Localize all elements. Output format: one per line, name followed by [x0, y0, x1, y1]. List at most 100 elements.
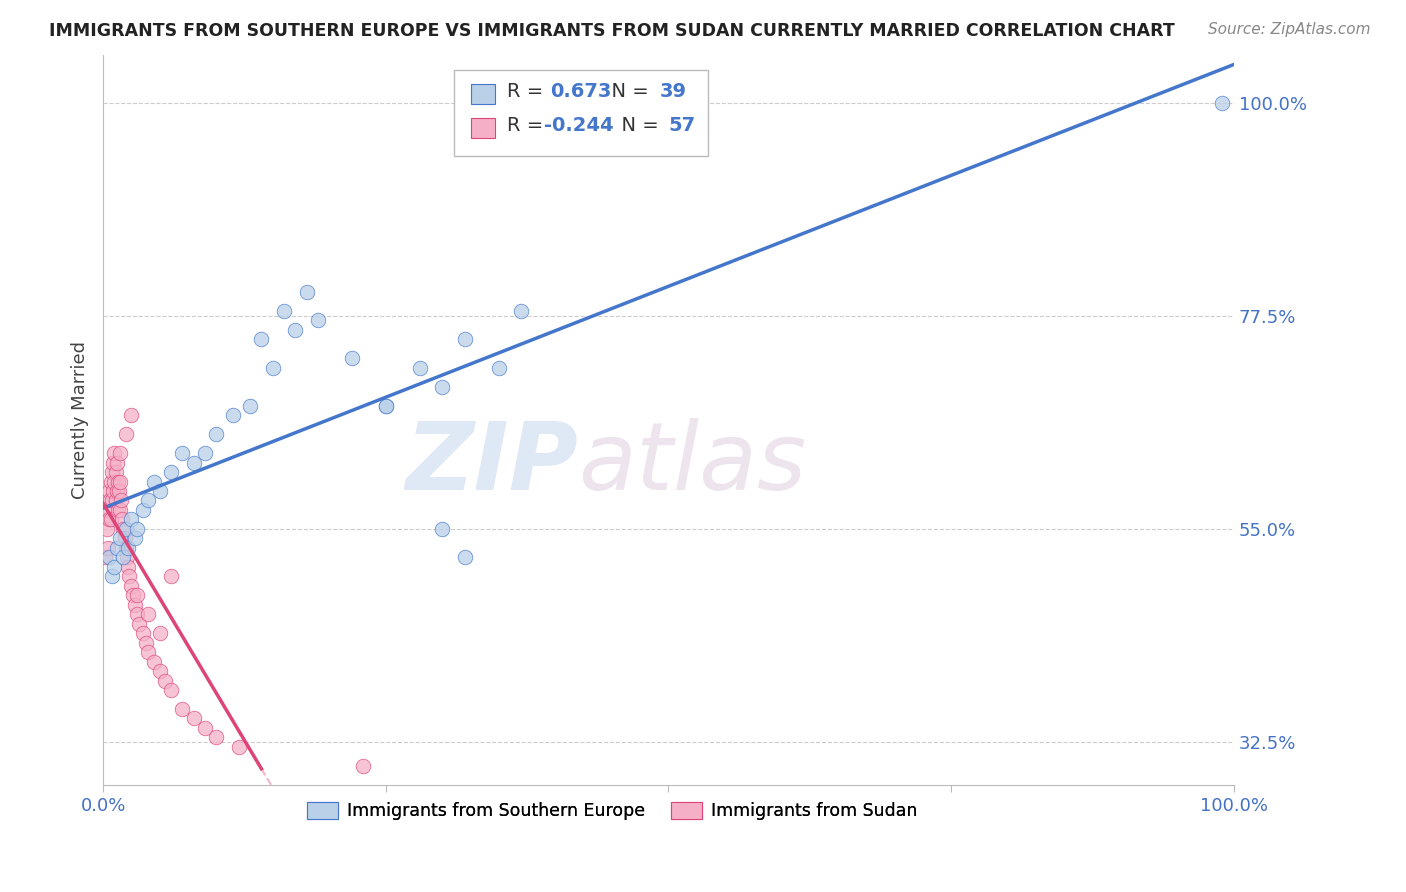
Point [432, 522, 454, 536]
Point [125, 522, 148, 536]
Point [454, 332, 477, 346]
Point [374, 399, 396, 413]
Legend: Immigrants from Southern Europe, Immigrants from Sudan: Immigrants from Southern Europe, Immigra… [299, 795, 924, 827]
Point [205, 427, 228, 442]
Point [128, 616, 150, 631]
Point [105, 456, 128, 470]
Point [108, 503, 131, 517]
Point [120, 512, 142, 526]
Text: 0.673: 0.673 [550, 82, 612, 101]
Point [273, 304, 295, 318]
Point [97, 512, 120, 526]
Point [135, 635, 157, 649]
Point [117, 541, 139, 555]
Point [172, 702, 194, 716]
Point [121, 588, 143, 602]
Point [131, 503, 153, 517]
Point [104, 493, 127, 508]
Point [228, 739, 250, 754]
Point [105, 541, 128, 555]
Point [101, 493, 124, 508]
Point [103, 483, 125, 498]
Point [105, 483, 128, 498]
Point [138, 645, 160, 659]
Point [143, 655, 166, 669]
Point [114, 541, 136, 555]
Point [124, 598, 146, 612]
Point [138, 493, 160, 508]
Point [101, 465, 124, 479]
Point [352, 759, 374, 773]
Point [114, 532, 136, 546]
Point [103, 559, 125, 574]
Point [94, 550, 117, 565]
Point [131, 626, 153, 640]
Point [103, 456, 125, 470]
Point [115, 550, 138, 565]
Point [103, 475, 125, 489]
Text: N =: N = [609, 117, 665, 136]
Text: -0.244: -0.244 [544, 117, 613, 136]
Point [97, 541, 120, 555]
Point [284, 323, 307, 337]
Text: 39: 39 [659, 82, 686, 101]
Point [205, 731, 228, 745]
Point [98, 493, 121, 508]
Point [108, 446, 131, 460]
Point [160, 569, 183, 583]
Text: R =: R = [506, 117, 550, 136]
Point [118, 569, 141, 583]
Point [155, 673, 177, 688]
Point [149, 483, 172, 498]
Point [124, 532, 146, 546]
Point [222, 408, 245, 422]
Point [125, 607, 148, 622]
Point [194, 721, 217, 735]
Point [97, 503, 120, 517]
Point [239, 399, 262, 413]
Text: R =: R = [506, 82, 550, 101]
Point [96, 522, 118, 536]
Point [409, 360, 432, 375]
Point [510, 304, 533, 318]
Point [100, 475, 122, 489]
Point [374, 399, 396, 413]
Point [149, 664, 172, 678]
Y-axis label: Currently Married: Currently Married [72, 341, 89, 499]
Point [103, 446, 125, 460]
Point [112, 522, 135, 536]
Point [307, 313, 329, 327]
Point [1211, 95, 1233, 110]
Point [295, 285, 318, 299]
Point [488, 360, 510, 375]
FancyBboxPatch shape [471, 84, 495, 104]
Point [107, 503, 129, 517]
Text: atlas: atlas [578, 418, 806, 509]
Point [120, 579, 142, 593]
Text: ZIP: ZIP [405, 417, 578, 509]
Point [183, 456, 205, 470]
Point [432, 380, 454, 394]
Point [112, 550, 135, 565]
Point [114, 427, 136, 442]
Point [149, 626, 172, 640]
Point [108, 532, 131, 546]
Point [183, 711, 205, 725]
Point [454, 550, 477, 565]
Text: 57: 57 [668, 117, 696, 136]
Point [194, 446, 217, 460]
Text: N =: N = [599, 82, 655, 101]
Point [97, 483, 120, 498]
Point [160, 465, 183, 479]
Point [125, 588, 148, 602]
Point [110, 493, 132, 508]
Point [138, 607, 160, 622]
Point [117, 559, 139, 574]
Point [107, 475, 129, 489]
Point [108, 483, 131, 498]
Point [120, 408, 142, 422]
FancyBboxPatch shape [454, 70, 709, 156]
Point [143, 475, 166, 489]
Point [160, 683, 183, 698]
Point [114, 522, 136, 536]
